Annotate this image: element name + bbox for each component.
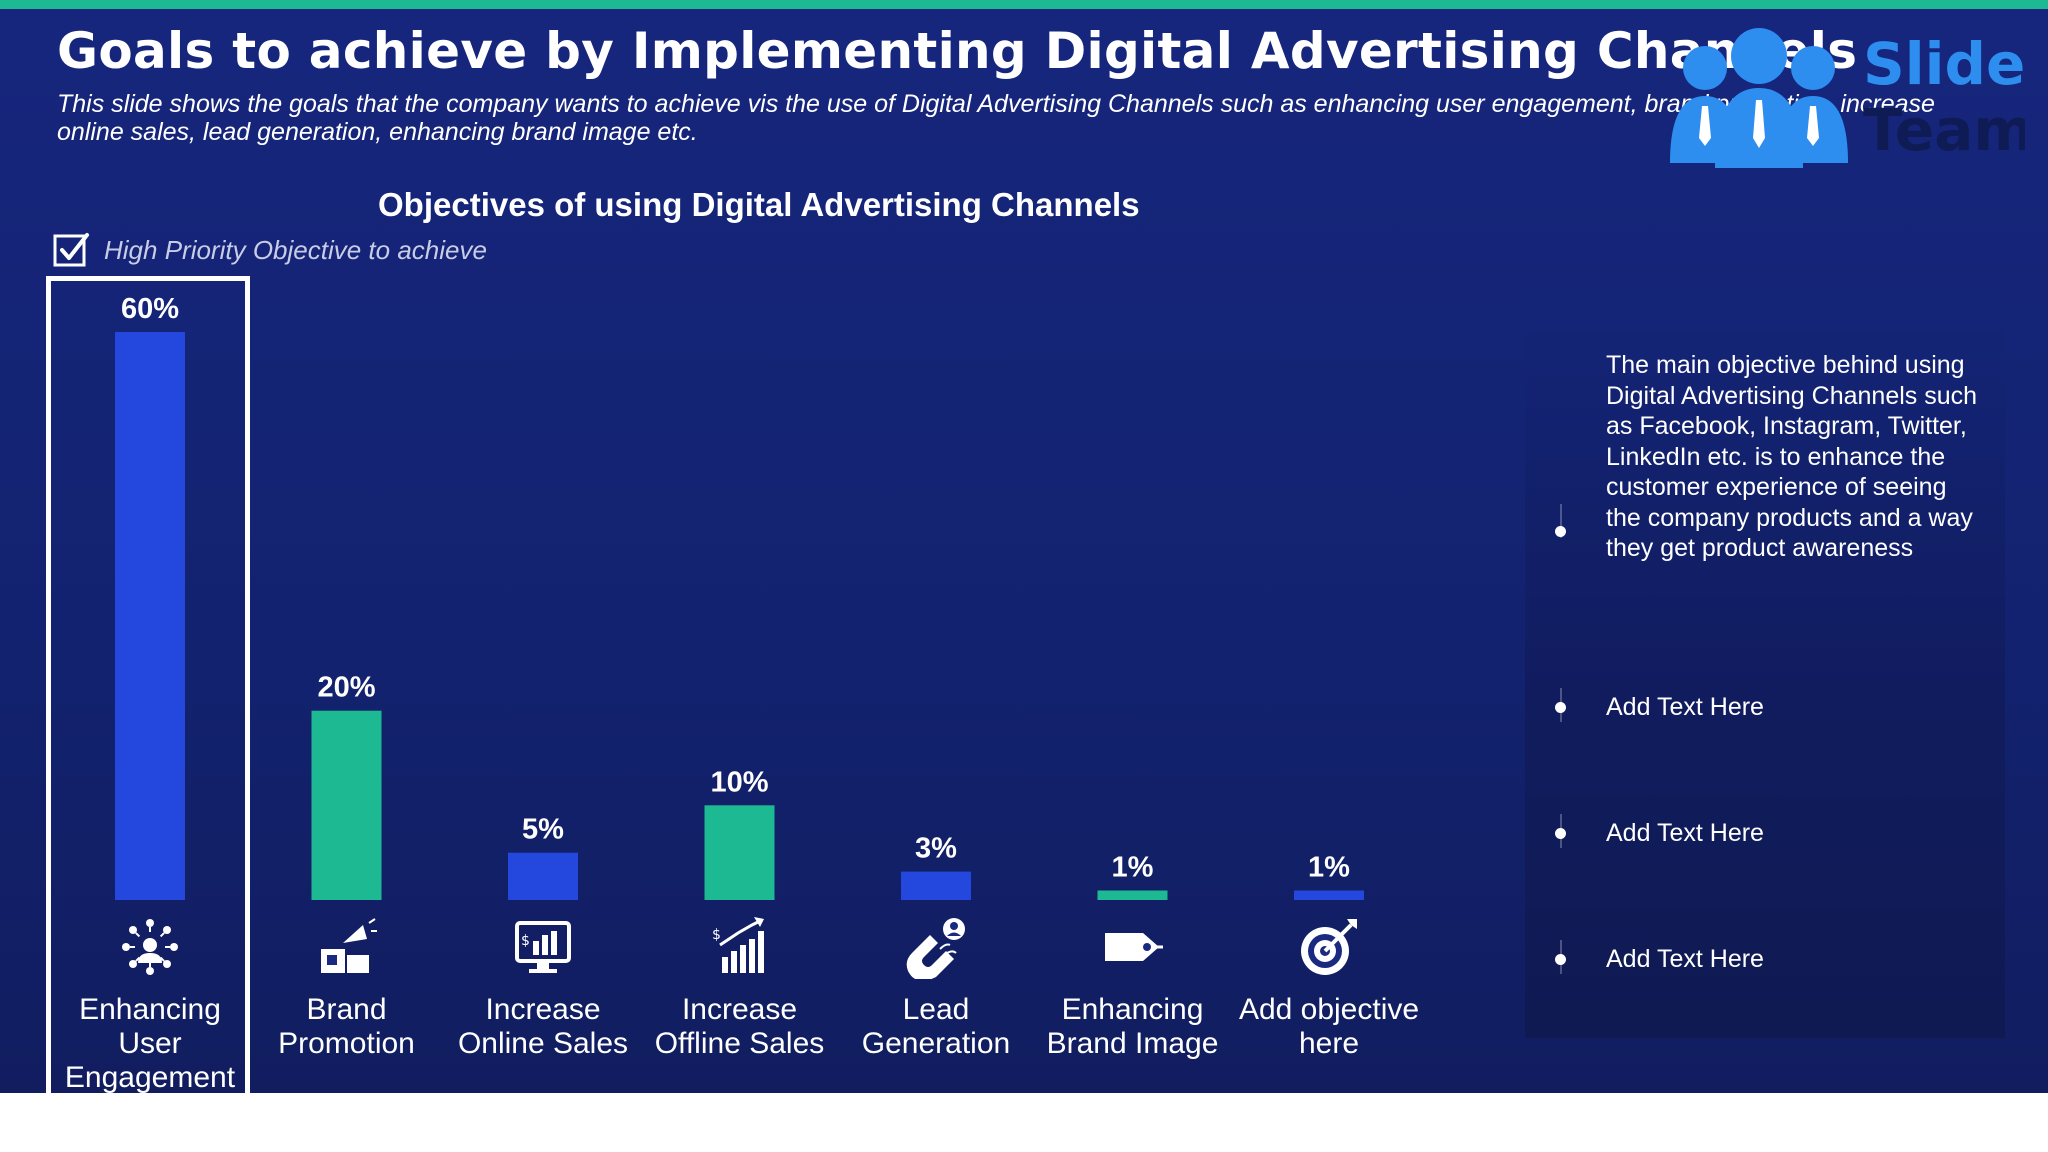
- svg-text:$: $: [521, 933, 530, 949]
- bar-value-label: 10%: [710, 766, 768, 798]
- bar-value-label: 1%: [1308, 852, 1350, 884]
- target-arrow-icon: [1297, 915, 1361, 979]
- panel-text: The main objective behind using Digital …: [1606, 351, 1978, 562]
- category-label: Add objective here: [1238, 993, 1420, 1060]
- network-people-icon: [118, 915, 182, 979]
- panel-text: Add Text Here: [1606, 693, 1764, 721]
- bar: [1294, 890, 1364, 900]
- svg-text:Slide: Slide: [1863, 30, 2025, 98]
- high-priority-highlight: [46, 276, 250, 1093]
- bar: [115, 332, 185, 900]
- bar: [1097, 890, 1168, 900]
- bar-value-label: 3%: [915, 833, 957, 865]
- category-label: Increase Online Sales: [457, 993, 629, 1060]
- bullet-dot-icon: [1555, 954, 1566, 965]
- bar: [311, 710, 382, 900]
- bar-value-label: 20%: [317, 672, 375, 704]
- bar: [508, 852, 578, 900]
- bar-chart: 60% 20% 5% 10% 3% 1% 1%: [115, 293, 1364, 900]
- monitor-chart-icon: $: [511, 915, 575, 979]
- category-label: Enhancing User Engagement: [64, 993, 236, 1093]
- bullet-dot-icon: [1555, 828, 1566, 839]
- bar: [704, 805, 775, 900]
- legend: High Priority Objective to achieve: [52, 230, 487, 270]
- bullet-dot-icon: [1555, 526, 1566, 537]
- checkbox-checked-icon: [53, 233, 89, 267]
- tag-icon: [1101, 915, 1165, 979]
- bar: [901, 871, 971, 900]
- text-panel: The main objective behind using Digital …: [1525, 290, 2005, 1038]
- growth-chart-icon: $: [708, 915, 772, 979]
- svg-text:Team: Team: [1863, 96, 2025, 164]
- slide-title: Goals to achieve by Implementing Digital…: [57, 22, 1858, 80]
- category-label: Brand Promotion: [278, 993, 415, 1060]
- panel-text: Add Text Here: [1606, 819, 1764, 847]
- svg-text:$: $: [712, 927, 721, 943]
- top-accent-bar: [0, 0, 2048, 9]
- slide-subtitle: This slide shows the goals that the comp…: [57, 90, 1935, 146]
- team-people-icon: [1670, 28, 1848, 168]
- category-label: Lead Generation: [861, 993, 1011, 1060]
- category-label: Enhancing Brand Image: [1046, 993, 1219, 1060]
- category-label: Increase Offline Sales: [654, 993, 825, 1060]
- bullet-dot-icon: [1555, 702, 1566, 713]
- panel-divider: [1560, 504, 1562, 538]
- slide-team-logo: Slide Team: [1670, 28, 2025, 168]
- bar-value-label: 60%: [121, 293, 179, 325]
- megaphone-box-icon: [315, 915, 379, 979]
- bar-value-label: 1%: [1112, 852, 1154, 884]
- legend-label: High Priority Objective to achieve: [104, 234, 487, 265]
- bar-value-label: 5%: [522, 814, 564, 846]
- chart-title: Objectives of using Digital Advertising …: [378, 186, 1140, 223]
- panel-text: Add Text Here: [1606, 945, 1764, 973]
- slide: Goals to achieve by Implementing Digital…: [0, 0, 2048, 1093]
- magnet-person-icon: [904, 915, 968, 981]
